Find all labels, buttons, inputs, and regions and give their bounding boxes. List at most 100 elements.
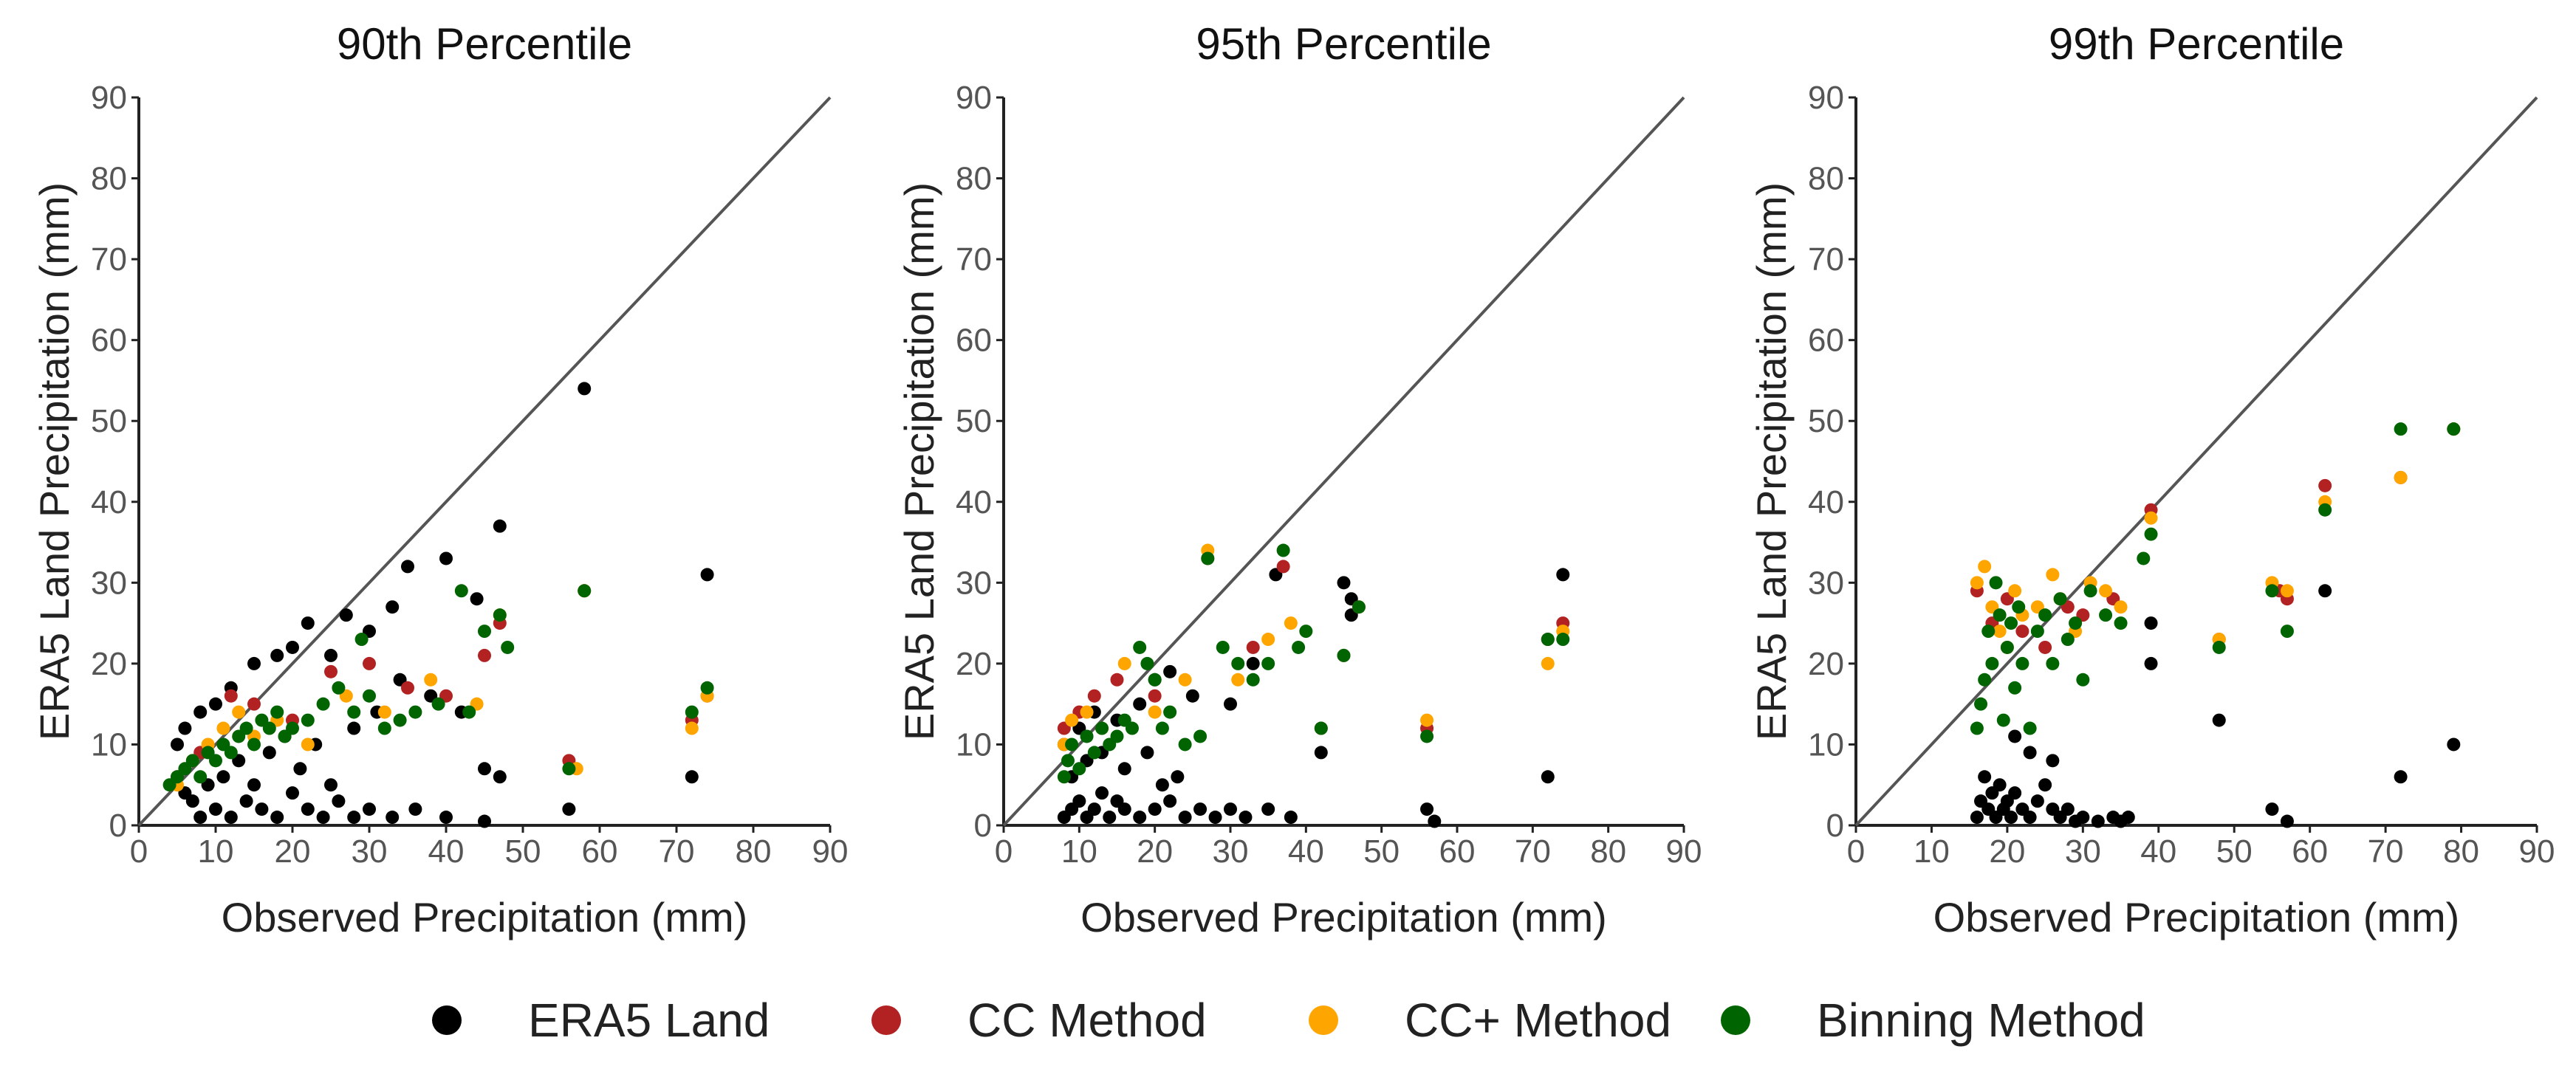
data-point <box>386 811 400 825</box>
data-point <box>2038 640 2052 654</box>
data-point <box>1061 754 1075 768</box>
data-point <box>2144 656 2158 670</box>
data-point <box>2144 616 2158 630</box>
data-point <box>1556 633 1570 647</box>
data-point <box>2046 568 2060 582</box>
data-point <box>339 608 353 622</box>
x-tick-label: 70 <box>2368 833 2404 870</box>
data-point <box>301 616 315 630</box>
data-point <box>562 802 576 816</box>
data-point <box>2061 633 2075 647</box>
data-point <box>1133 811 1147 825</box>
data-point <box>2023 811 2037 825</box>
y-tick-label: 60 <box>956 323 992 359</box>
x-tick-label: 20 <box>1989 833 2025 870</box>
data-point <box>478 625 491 639</box>
data-point <box>2318 503 2332 517</box>
data-point <box>2137 551 2151 565</box>
y-tick-label: 80 <box>91 161 127 197</box>
x-tick-label: 70 <box>1515 833 1551 870</box>
data-point <box>1140 746 1154 760</box>
data-point <box>1178 673 1192 687</box>
data-point <box>431 697 445 711</box>
data-point <box>270 705 284 719</box>
data-point <box>324 664 338 678</box>
data-point <box>462 705 476 719</box>
data-point <box>478 814 491 828</box>
data-point <box>1148 705 1162 719</box>
data-point <box>2015 656 2029 670</box>
data-point <box>2023 721 2037 735</box>
data-point <box>2004 616 2018 630</box>
data-point <box>2061 802 2075 816</box>
data-point <box>301 713 315 727</box>
data-point <box>1246 673 1260 687</box>
data-point <box>1140 656 1154 670</box>
data-point <box>1292 640 1306 654</box>
data-point <box>1993 778 2007 792</box>
data-point <box>1087 746 1101 760</box>
data-point <box>1163 705 1177 719</box>
data-point <box>1095 786 1109 800</box>
data-point <box>2121 811 2135 825</box>
data-point <box>332 681 346 695</box>
data-point <box>1208 811 1222 825</box>
panel-title: 90th Percentile <box>337 19 632 69</box>
data-point <box>1261 656 1275 670</box>
data-point <box>454 584 468 598</box>
legend-label: ERA5 Land <box>528 994 770 1047</box>
data-point <box>1224 802 1237 816</box>
y-axis-label: ERA5 Land Precipitation (mm) <box>31 182 78 740</box>
x-tick-label: 30 <box>2065 833 2101 870</box>
x-tick-label: 90 <box>2519 833 2555 870</box>
x-axis-label: Observed Precipitation (mm) <box>1080 894 1607 941</box>
data-point <box>1985 656 1999 670</box>
x-tick-label: 0 <box>1847 833 1865 870</box>
data-point <box>1178 737 1192 752</box>
data-point <box>2212 640 2226 654</box>
data-point <box>247 697 261 711</box>
x-tick-label: 60 <box>2292 833 2328 870</box>
y-tick-label: 0 <box>1826 808 1844 844</box>
data-point <box>377 705 391 719</box>
data-point <box>470 592 484 606</box>
y-axis-label: ERA5 Land Precipitation (mm) <box>896 182 942 740</box>
data-point <box>408 705 422 719</box>
data-point <box>224 811 238 825</box>
data-point <box>2280 584 2294 598</box>
data-point <box>1420 802 1434 816</box>
series-era5-land <box>1970 584 2461 828</box>
series-binning-method <box>162 584 714 792</box>
data-point <box>1337 576 1351 590</box>
data-point <box>1428 814 1442 828</box>
data-point <box>1314 721 1328 735</box>
data-point <box>247 778 261 792</box>
data-point <box>2394 470 2408 484</box>
data-point <box>1989 576 2003 590</box>
data-point <box>1420 713 1434 727</box>
x-axis-label: Observed Precipitation (mm) <box>1933 894 2460 941</box>
data-point <box>1970 576 1984 590</box>
data-point <box>270 648 284 662</box>
y-tick-label: 0 <box>974 808 992 844</box>
data-point <box>1216 640 1230 654</box>
legend-marker <box>432 1005 462 1035</box>
data-point <box>439 811 453 825</box>
x-tick-label: 20 <box>275 833 311 870</box>
x-tick-label: 90 <box>1666 833 1702 870</box>
y-tick-label: 50 <box>91 403 127 439</box>
data-point <box>2091 814 2105 828</box>
data-point <box>2099 584 2113 598</box>
data-point <box>1314 746 1328 760</box>
data-point <box>1246 640 1260 654</box>
data-point <box>401 560 414 574</box>
x-tick-label: 40 <box>428 833 465 870</box>
data-point <box>1163 794 1177 808</box>
data-point <box>363 802 376 816</box>
data-point <box>2023 746 2037 760</box>
data-point <box>1996 713 2010 727</box>
data-point <box>1117 656 1131 670</box>
data-point <box>1556 568 1570 582</box>
data-point <box>1541 770 1555 784</box>
data-point <box>1193 802 1208 816</box>
